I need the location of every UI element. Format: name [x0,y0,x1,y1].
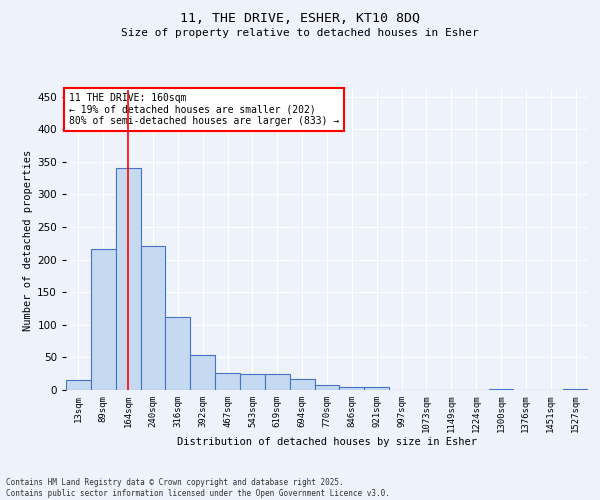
Bar [340,386,364,390]
Text: 11 THE DRIVE: 160sqm
← 19% of detached houses are smaller (202)
80% of semi-deta: 11 THE DRIVE: 160sqm ← 19% of detached h… [68,93,339,126]
Bar [364,388,389,390]
Bar [66,380,91,390]
Bar [290,379,314,390]
Y-axis label: Number of detached properties: Number of detached properties [23,150,33,330]
Bar [140,246,166,390]
Text: Contains HM Land Registry data © Crown copyright and database right 2025.
Contai: Contains HM Land Registry data © Crown c… [6,478,390,498]
Bar [190,355,215,390]
Bar [563,388,588,390]
Text: 11, THE DRIVE, ESHER, KT10 8DQ: 11, THE DRIVE, ESHER, KT10 8DQ [180,12,420,26]
Text: Size of property relative to detached houses in Esher: Size of property relative to detached ho… [121,28,479,38]
X-axis label: Distribution of detached houses by size in Esher: Distribution of detached houses by size … [177,436,477,446]
Bar [166,317,190,390]
Bar [240,374,265,390]
Bar [265,374,290,390]
Bar [91,249,116,390]
Bar [215,373,240,390]
Bar [116,168,140,390]
Bar [314,385,340,390]
